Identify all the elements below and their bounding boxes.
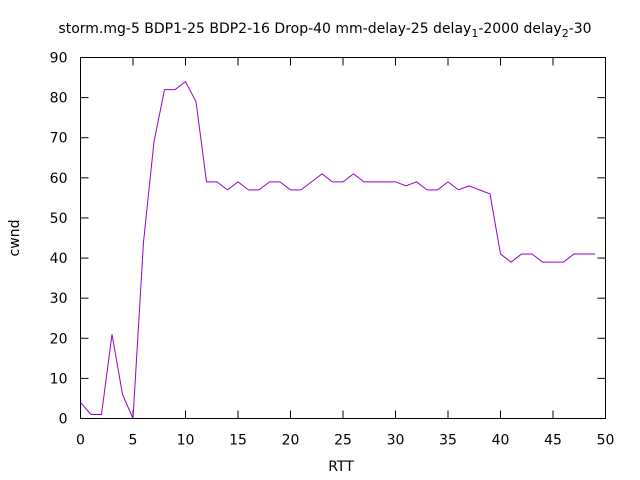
y-tick-label: 70: [50, 131, 68, 147]
x-tick-label: 15: [229, 433, 247, 449]
x-axis-label: RTT: [328, 459, 354, 475]
title-subscript-2: 2: [562, 27, 569, 40]
x-tick-label: 10: [177, 433, 195, 449]
x-tick-label: 5: [129, 433, 138, 449]
x-tick-label: 35: [439, 433, 457, 449]
x-tick-label: 20: [282, 433, 300, 449]
x-tick-label: 40: [492, 433, 510, 449]
x-tick-label: 50: [597, 433, 615, 449]
x-tick-label: 25: [334, 433, 352, 449]
y-tick-label: 50: [50, 211, 68, 227]
title-mid: -2000 delay: [478, 21, 561, 37]
title-main: storm.mg-5 BDP1-25 BDP2-16 Drop-40 mm-de…: [58, 21, 471, 37]
plot-frame: [80, 57, 606, 419]
title-end: -30: [569, 21, 592, 37]
x-axis: 0 5 10 15 20 25 30 35 40 45 50: [76, 57, 615, 449]
y-tick-label: 90: [50, 51, 68, 67]
y-axis: 0 10 20 30 40 50 60 70 80 90: [50, 51, 606, 428]
y-tick-label: 80: [50, 91, 68, 107]
y-tick-label: 0: [59, 412, 68, 428]
y-tick-label: 40: [50, 251, 68, 267]
y-tick-label: 60: [50, 171, 68, 187]
title-subscript-1: 1: [471, 27, 478, 40]
y-tick-label: 10: [50, 371, 68, 387]
y-tick-label: 20: [50, 331, 68, 347]
y-tick-label: 30: [50, 291, 68, 307]
chart-title: storm.mg-5 BDP1-25 BDP2-16 Drop-40 mm-de…: [58, 21, 591, 40]
y-axis-label: cwnd: [7, 220, 23, 257]
x-tick-label: 0: [76, 433, 85, 449]
x-tick-label: 45: [544, 433, 562, 449]
x-tick-label: 30: [387, 433, 405, 449]
series-line-cwnd: [80, 80, 595, 419]
